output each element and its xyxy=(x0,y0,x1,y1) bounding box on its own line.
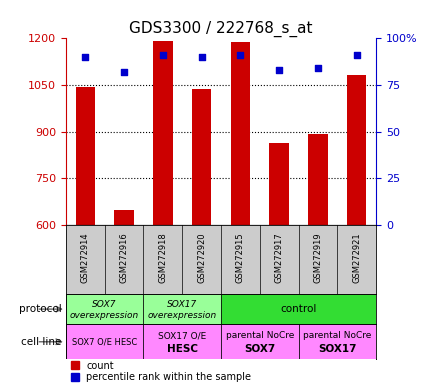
Text: GSM272920: GSM272920 xyxy=(197,232,206,283)
Point xyxy=(82,54,89,60)
Bar xyxy=(143,294,221,324)
Text: overexpression: overexpression xyxy=(147,311,217,320)
Bar xyxy=(347,75,366,225)
Bar xyxy=(114,210,134,225)
Point xyxy=(121,69,128,75)
Text: GSM272915: GSM272915 xyxy=(236,232,245,283)
Text: SOX17: SOX17 xyxy=(167,300,197,309)
Bar xyxy=(308,134,328,225)
Text: parental NoCre: parental NoCre xyxy=(303,331,371,340)
Text: GSM272918: GSM272918 xyxy=(159,232,167,283)
Bar xyxy=(269,143,289,225)
Text: SOX7: SOX7 xyxy=(92,300,117,309)
Bar xyxy=(221,294,376,324)
Point xyxy=(353,52,360,58)
Text: GSM272916: GSM272916 xyxy=(119,232,128,283)
Bar xyxy=(153,41,173,225)
Text: overexpression: overexpression xyxy=(70,311,139,320)
Point xyxy=(276,67,283,73)
Bar xyxy=(221,324,298,359)
Text: SOX7: SOX7 xyxy=(244,344,275,354)
Bar xyxy=(66,294,143,324)
Bar xyxy=(231,42,250,225)
Bar xyxy=(192,89,211,225)
Text: parental NoCre: parental NoCre xyxy=(226,331,294,340)
Point xyxy=(314,65,321,71)
Text: GSM272917: GSM272917 xyxy=(275,232,283,283)
Point xyxy=(198,54,205,60)
Bar xyxy=(298,324,376,359)
Point xyxy=(237,52,244,58)
Text: control: control xyxy=(280,304,317,314)
Bar xyxy=(143,324,221,359)
Text: SOX17: SOX17 xyxy=(318,344,357,354)
Text: cell line: cell line xyxy=(21,337,62,347)
Legend: count, percentile rank within the sample: count, percentile rank within the sample xyxy=(71,361,251,382)
Text: HESC: HESC xyxy=(167,344,198,354)
Bar xyxy=(66,324,143,359)
Point xyxy=(159,52,166,58)
Bar xyxy=(76,87,95,225)
Text: SOX7 O/E HESC: SOX7 O/E HESC xyxy=(72,337,137,346)
Title: GDS3300 / 222768_s_at: GDS3300 / 222768_s_at xyxy=(129,21,313,37)
Text: GSM272914: GSM272914 xyxy=(81,232,90,283)
Text: SOX17 O/E: SOX17 O/E xyxy=(158,331,207,340)
Text: protocol: protocol xyxy=(19,304,62,314)
Text: GSM272919: GSM272919 xyxy=(314,232,323,283)
Text: GSM272921: GSM272921 xyxy=(352,232,361,283)
